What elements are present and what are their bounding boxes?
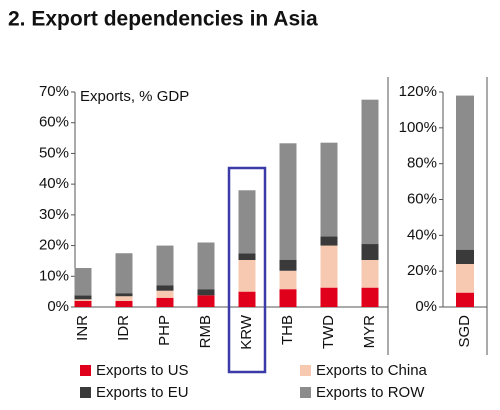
y-tick-label: 20% (39, 237, 69, 254)
y-tick-label: 70% (39, 83, 69, 100)
highlight-box (227, 166, 267, 374)
x-tick-label: THB (279, 315, 296, 345)
bar-segment (238, 190, 256, 254)
bar-segment (74, 300, 92, 307)
bar-segment (456, 95, 474, 250)
x-tick-label: PHP (156, 315, 173, 346)
bar-segment (115, 296, 133, 301)
bar-segment (361, 244, 379, 261)
bar-segment (74, 299, 92, 301)
bar-segment (320, 236, 338, 246)
bar-segment (74, 295, 92, 300)
y-tick-label: 100% (399, 119, 437, 136)
x-tick-label: RMB (197, 315, 214, 348)
annotation: Exports, % GDP (80, 88, 189, 105)
bar-segment (156, 285, 174, 291)
y-tick-label: 60% (407, 190, 437, 207)
legend-swatch (300, 365, 311, 376)
bar-segment (197, 295, 215, 307)
bar-segment (361, 99, 379, 245)
y-tick-label: 0% (415, 298, 437, 315)
bar-segment (115, 293, 133, 297)
bar-segment (456, 249, 474, 264)
bar-segment (320, 245, 338, 288)
y-tick-label: 30% (39, 206, 69, 223)
bar-segment (238, 291, 256, 307)
y-tick-label: 60% (39, 114, 69, 131)
legend-label: Exports to ROW (316, 384, 425, 401)
y-tick-label: 50% (39, 144, 69, 161)
bar-segment (320, 287, 338, 307)
bar-segment (361, 260, 379, 288)
y-tick-label: 40% (407, 226, 437, 243)
legend-label: Exports to China (316, 362, 428, 379)
bar-segment (279, 143, 297, 260)
legend-label: Exports to US (96, 362, 189, 379)
y-tick-label: 40% (39, 175, 69, 192)
bar-segment (238, 260, 256, 292)
bar-segment (279, 270, 297, 290)
bar-segment (361, 287, 379, 307)
y-tick-label: 120% (399, 83, 437, 100)
y-tick-label: 0% (47, 298, 69, 315)
bar-segment (279, 259, 297, 271)
bar-segment (74, 267, 92, 296)
chart-title: 2. Export dependencies in Asia (8, 8, 318, 31)
bar-segment (156, 290, 174, 298)
bar-segment (115, 300, 133, 307)
y-tick-label: 10% (39, 267, 69, 284)
legend-swatch (80, 387, 91, 398)
bar-segment (197, 289, 215, 296)
bar-segment (156, 245, 174, 286)
legend-label: Exports to EU (96, 384, 189, 401)
bar-segment (456, 264, 474, 293)
bar-segment (320, 142, 338, 237)
y-tick-label: 20% (407, 262, 437, 279)
bar-segment (279, 289, 297, 307)
x-tick-label: TWD (320, 315, 337, 349)
bar-segment (238, 253, 256, 261)
legend-swatch (300, 387, 311, 398)
x-tick-label: KRW (238, 314, 255, 350)
bar-segment (197, 242, 215, 290)
bar-segment (156, 297, 174, 307)
x-tick-label: MYR (361, 315, 378, 349)
legend-swatch (80, 365, 91, 376)
bar-segment (115, 253, 133, 294)
x-tick-label: SGD (456, 315, 473, 348)
y-tick-label: 80% (407, 155, 437, 172)
x-tick-label: INR (74, 315, 91, 341)
x-tick-label: IDR (115, 315, 132, 341)
bar-segment (456, 292, 474, 307)
